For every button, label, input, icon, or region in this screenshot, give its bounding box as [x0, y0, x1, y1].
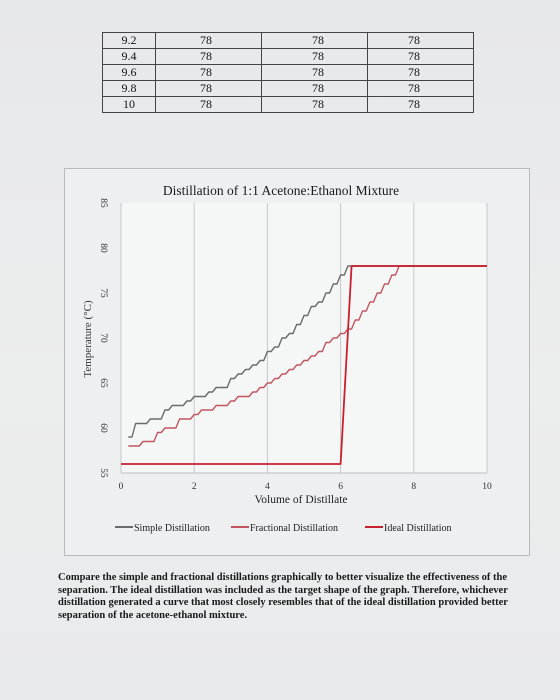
table-cell: 9.2 [102, 32, 156, 49]
table-cell: 10 [102, 96, 156, 113]
x-tick-label: 6 [338, 482, 343, 492]
y-tick-label: 65 [98, 378, 108, 388]
legend-label-ideal-distillation: Ideal Distillation [384, 523, 452, 534]
table-cell: 78 [367, 80, 474, 97]
table-cell: 78 [261, 48, 368, 65]
y-tick-label: 70 [98, 333, 108, 343]
table-cell: 78 [261, 80, 368, 97]
x-tick-label: 2 [192, 482, 197, 492]
table-row: 9.4 78 78 78 [102, 48, 474, 65]
table-row: 10 78 78 78 [102, 96, 474, 113]
table-cell: 9.8 [102, 80, 156, 97]
table-cell: 78 [155, 96, 262, 113]
series-line-ideal-distillation [121, 265, 487, 465]
table-cell: 78 [367, 32, 474, 49]
legend-label-simple-distillation: Simple Distillation [134, 523, 210, 534]
table-row: 9.2 78 78 78 [102, 32, 474, 49]
table-cell: 78 [367, 64, 474, 81]
x-tick-label: 4 [265, 482, 270, 492]
y-tick-label: 60 [98, 423, 108, 433]
y-tick-label: 85 [98, 198, 108, 208]
data-table: 9.2 78 78 78 9.4 78 78 78 9.6 78 78 78 9.8 78 78 78 10 78… [102, 32, 474, 113]
distillation-chart: Distillation of 1:1 Acetone:Ethanol Mixt… [82, 183, 492, 534]
table-cell: 78 [155, 64, 262, 81]
chart-legend: Simple Distillation Fractional Distillati… [115, 523, 452, 534]
table-cell: 9.6 [102, 64, 156, 81]
y-tick-label: 80 [98, 243, 108, 253]
table-cell: 78 [155, 48, 262, 65]
table-cell: 78 [155, 80, 262, 97]
y-axis-label: Temperature (°C) [82, 300, 94, 378]
question-prompt: Compare the simple and fractional distil… [58, 572, 508, 621]
legend-label-fractional-distillation: Fractional Distillation [250, 523, 338, 534]
table-row: 9.8 78 78 78 [102, 80, 474, 97]
y-tick-label: 75 [98, 288, 108, 298]
x-tick-label: 10 [482, 482, 492, 492]
table-cell: 9.4 [102, 48, 156, 65]
table-cell: 78 [261, 96, 368, 113]
x-tick-label: 8 [411, 482, 416, 492]
table-cell: 78 [155, 32, 262, 49]
chart-title: Distillation of 1:1 Acetone:Ethanol Mixt… [163, 183, 399, 198]
chart-container: Distillation of 1:1 Acetone:Ethanol Mixt… [64, 168, 530, 556]
table-cell: 78 [367, 48, 474, 65]
x-axis-label: Volume of Distillate [254, 494, 347, 506]
table-cell: 78 [261, 32, 368, 49]
y-tick-label: 55 [98, 468, 108, 478]
table-cell: 78 [367, 96, 474, 113]
plot-area [121, 203, 487, 473]
table-cell: 78 [261, 64, 368, 81]
table-row: 9.6 78 78 78 [102, 64, 474, 81]
x-tick-label: 0 [119, 482, 124, 492]
